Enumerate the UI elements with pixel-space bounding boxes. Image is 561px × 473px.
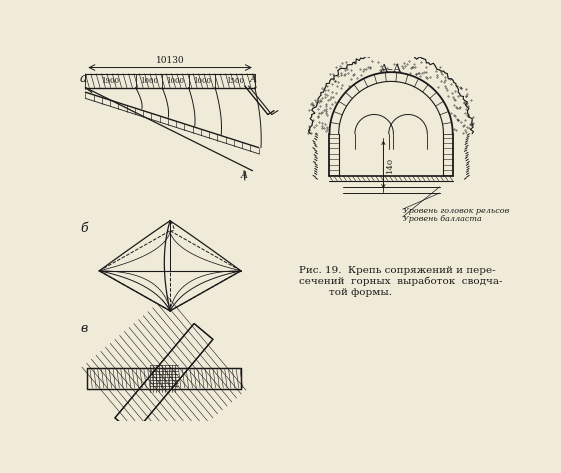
Text: в: в bbox=[81, 323, 88, 335]
Text: Уровень головок рельсов: Уровень головок рельсов bbox=[403, 207, 509, 215]
Text: Уровень балласта: Уровень балласта bbox=[403, 215, 481, 223]
Text: А–А: А–А bbox=[380, 64, 402, 74]
Text: 1000: 1000 bbox=[167, 78, 185, 86]
Text: сечений  горных  выработок  сводча-: сечений горных выработок сводча- bbox=[298, 277, 502, 287]
Text: Рис. 19.  Крепь сопряжений и пере-: Рис. 19. Крепь сопряжений и пере- bbox=[298, 266, 495, 275]
Text: A: A bbox=[241, 171, 248, 180]
Text: 1000: 1000 bbox=[193, 78, 211, 86]
Text: б: б bbox=[81, 222, 89, 235]
Text: 140: 140 bbox=[386, 157, 394, 174]
Text: 1900: 1900 bbox=[102, 78, 119, 86]
Text: A: A bbox=[250, 76, 257, 85]
Text: 1500: 1500 bbox=[226, 78, 244, 86]
Text: 10130: 10130 bbox=[156, 56, 185, 65]
Text: той формы.: той формы. bbox=[329, 288, 393, 297]
Text: а: а bbox=[79, 72, 87, 85]
Text: 1000: 1000 bbox=[140, 78, 158, 86]
